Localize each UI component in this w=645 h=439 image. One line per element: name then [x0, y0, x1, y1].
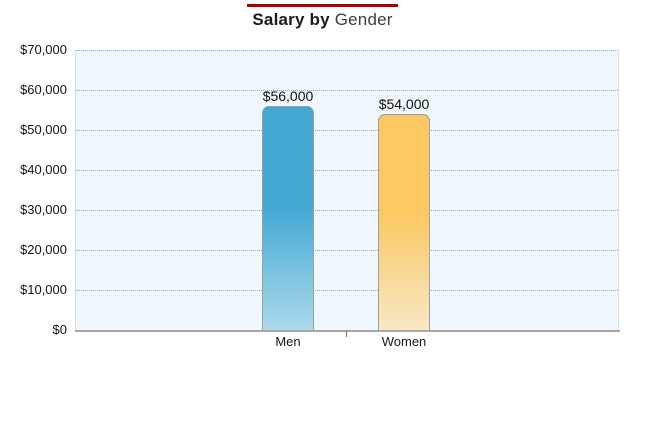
gridline: [76, 130, 618, 131]
chart-title-light: Gender: [334, 10, 393, 29]
y-tick-label: $40,000: [20, 162, 67, 177]
chart-title: Salary by Gender: [0, 10, 645, 30]
gridline: [76, 90, 618, 91]
bar-women: [378, 114, 430, 330]
gridline: [76, 170, 618, 171]
x-category-label-men: Men: [275, 334, 301, 349]
plot-area: [75, 50, 619, 330]
x-category-label-women: Women: [381, 334, 427, 349]
title-accent-rule: [247, 4, 398, 7]
bar-men: [262, 106, 314, 330]
y-tick-label: $20,000: [20, 242, 67, 257]
gridline: [76, 290, 618, 291]
y-tick-label: $60,000: [20, 82, 67, 97]
y-tick-label: $70,000: [20, 42, 67, 57]
gridline: [76, 210, 618, 211]
x-axis-line: [75, 330, 620, 332]
y-tick-label: $30,000: [20, 202, 67, 217]
y-tick-label: $50,000: [20, 122, 67, 137]
value-label-women: $54,000: [378, 96, 430, 112]
y-tick-label: $0: [52, 322, 67, 337]
gridline: [76, 250, 618, 251]
value-label-men: $56,000: [262, 88, 314, 104]
x-axis-tick: [346, 331, 347, 337]
y-tick-label: $10,000: [20, 282, 67, 297]
chart-title-bold: Salary by: [252, 10, 330, 29]
gridline: [76, 50, 618, 51]
